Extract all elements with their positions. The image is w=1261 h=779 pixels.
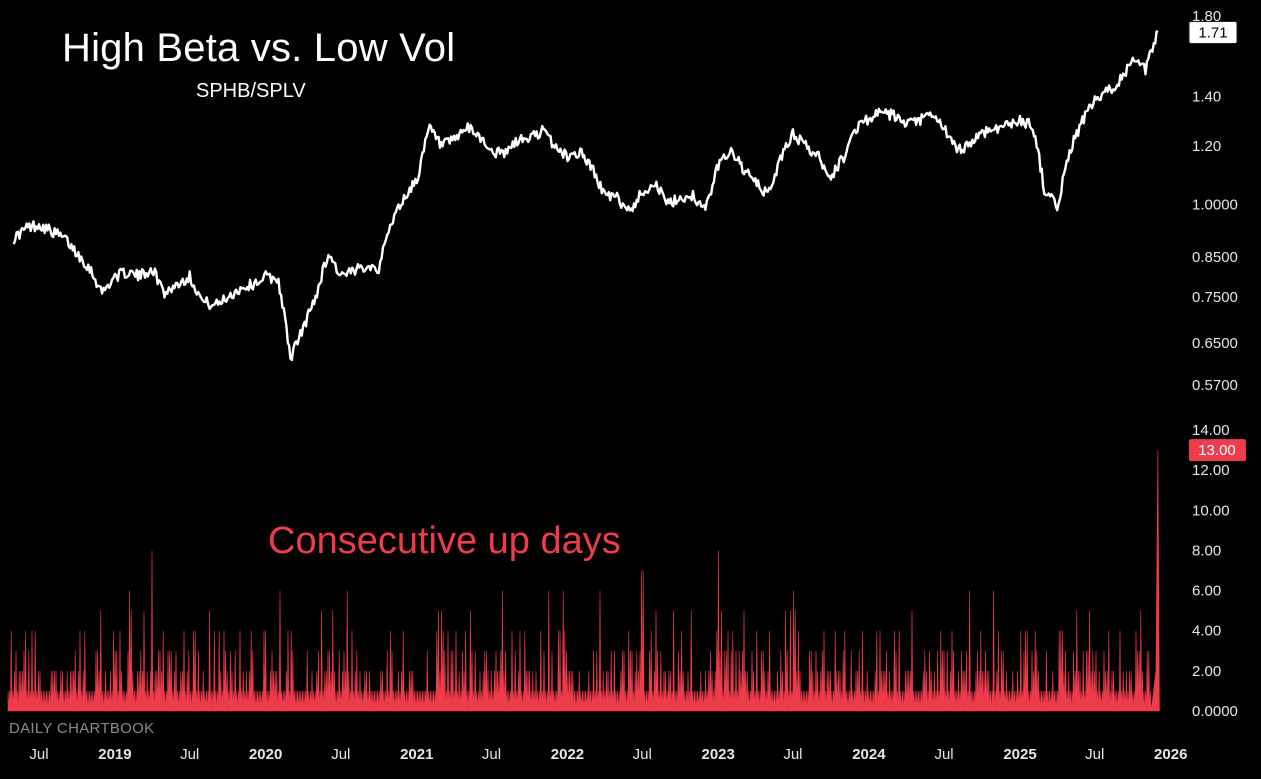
chart-subtitle: SPHB/SPLV bbox=[196, 80, 306, 102]
updays-y-tick-label: 10.00 bbox=[1192, 502, 1230, 519]
updays-last-value-badge bbox=[1189, 439, 1246, 462]
up-days-area bbox=[7, 450, 1160, 712]
x-tick-month: Jul bbox=[783, 746, 802, 763]
updays-y-tick-label: 4.00 bbox=[1192, 623, 1221, 640]
lower-panel-title: Consecutive up days bbox=[268, 520, 621, 562]
updays-y-tick-label: 8.00 bbox=[1192, 542, 1221, 559]
x-tick-year: 2025 bbox=[1003, 746, 1036, 763]
ratio-y-tick-label: 1.0000 bbox=[1192, 197, 1238, 214]
up-days-series bbox=[7, 450, 1160, 712]
ratio-y-axis: 1.80 1.40 1.20 1.0000 0.8500 0.7500 0.6500 0.57… bbox=[1192, 8, 1238, 394]
ratio-y-tick-label: 0.8500 bbox=[1192, 249, 1238, 266]
chart-title: High Beta vs. Low Vol bbox=[62, 26, 456, 70]
ratio-last-value-badge bbox=[1188, 20, 1238, 44]
x-tick-month: Jul bbox=[1085, 746, 1104, 763]
x-tick-month: Jul bbox=[331, 746, 350, 763]
ratio-y-tick-label: 0.7500 bbox=[1192, 289, 1238, 306]
x-axis: Jul 2019 Jul 2020 Jul 2021 Jul 2022 Jul 2023 Jul 20… bbox=[29, 746, 1187, 763]
ratio-y-tick-label: 1.40 bbox=[1192, 89, 1221, 106]
x-tick-month: Jul bbox=[482, 746, 501, 763]
ratio-last-value-label: 1.71 bbox=[1198, 24, 1227, 41]
x-tick-year: 2019 bbox=[98, 746, 131, 763]
updays-last-value-label: 13.00 bbox=[1198, 442, 1236, 459]
updays-y-tick-label: 14.00 bbox=[1192, 422, 1230, 439]
ratio-y-tick-label: 0.5700 bbox=[1192, 377, 1238, 394]
x-tick-year: 2021 bbox=[400, 746, 433, 763]
x-tick-year: 2026 bbox=[1154, 746, 1187, 763]
x-tick-year: 2023 bbox=[702, 746, 735, 763]
ratio-y-tick-label: 0.6500 bbox=[1192, 335, 1238, 352]
x-tick-month: Jul bbox=[633, 746, 652, 763]
watermark-text: DAILY CHARTBOOK bbox=[9, 720, 155, 737]
last-value-badges: 1.71 13.00 bbox=[1188, 20, 1246, 462]
x-tick-year: 2024 bbox=[852, 746, 886, 763]
x-tick-month: Jul bbox=[934, 746, 953, 763]
updays-y-tick-label: 0.0000 bbox=[1192, 703, 1238, 720]
ratio-y-tick-label: 1.80 bbox=[1192, 8, 1221, 25]
ratio-y-tick-label: 1.20 bbox=[1192, 138, 1221, 155]
updays-y-tick-label: 6.00 bbox=[1192, 583, 1221, 600]
x-tick-month: Jul bbox=[29, 746, 48, 763]
updays-y-axis: 14.00 12.00 10.00 8.00 6.00 4.00 2.00 0.0000 bbox=[1192, 422, 1238, 720]
x-tick-year: 2020 bbox=[249, 746, 282, 763]
updays-y-tick-label: 12.00 bbox=[1192, 462, 1230, 479]
updays-y-tick-label: 2.00 bbox=[1192, 663, 1221, 680]
x-tick-year: 2022 bbox=[551, 746, 584, 763]
x-tick-month: Jul bbox=[180, 746, 199, 763]
ratio-series-line bbox=[12, 30, 1159, 362]
